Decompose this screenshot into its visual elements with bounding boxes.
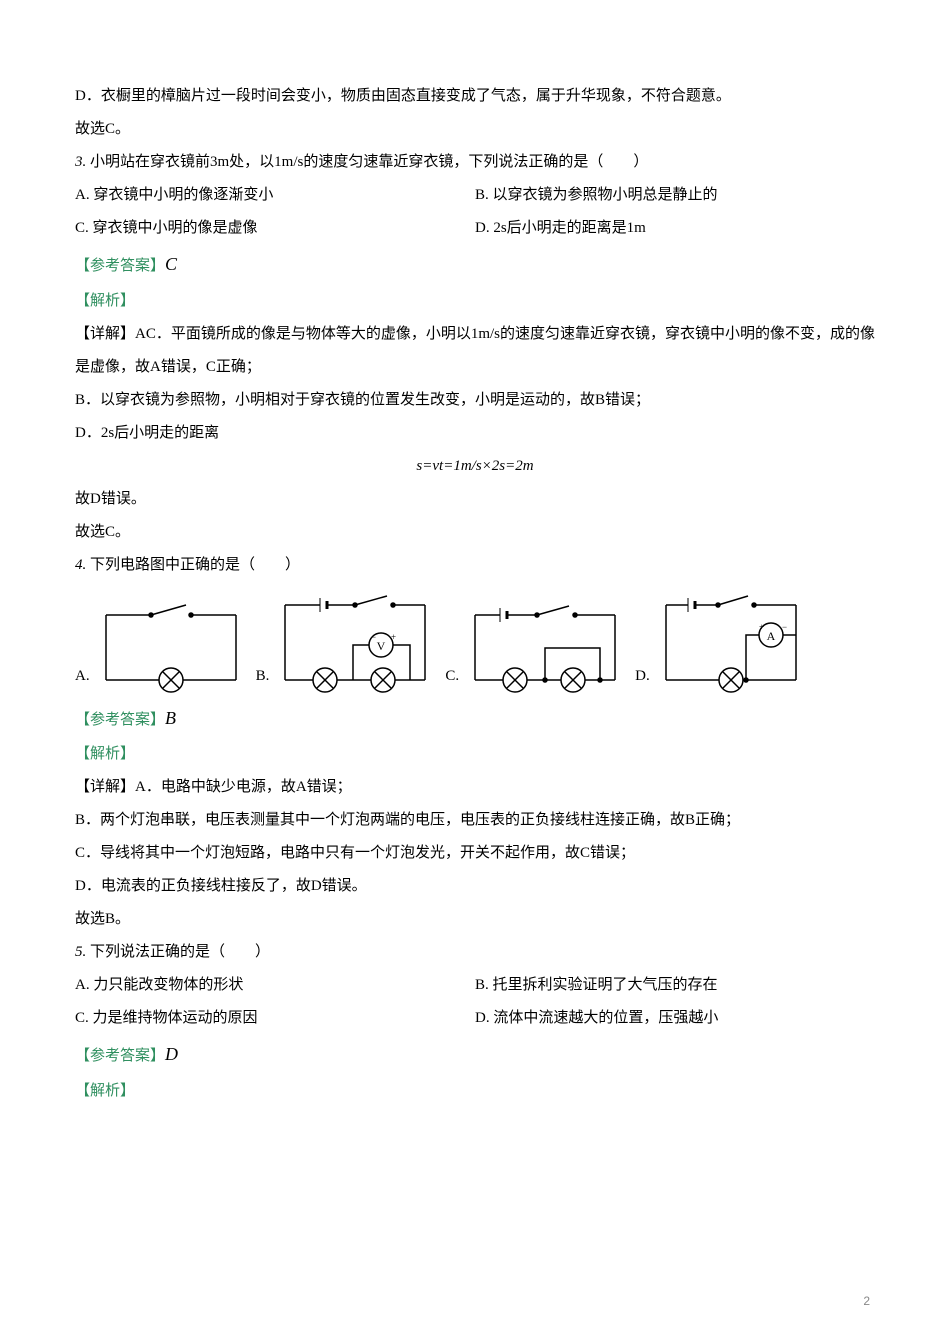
q3-detail1: 【详解】AC．平面镜所成的像是与物体等大的虚像，小明以1m/s的速度匀速靠近穿衣… xyxy=(75,318,875,384)
q5-answer-value: D xyxy=(165,1044,178,1064)
q2-option-d: D．衣橱里的樟脑片过一段时间会变小，物质由固态直接变成了气态，属于升华现象，不符… xyxy=(75,80,875,113)
q4-stem: 4. 下列电路图中正确的是（ ） xyxy=(75,549,875,582)
q4-circuits: A. xyxy=(75,590,875,695)
q4-stem-text: 下列电路图中正确的是（ ） xyxy=(90,557,300,573)
q3-option-c: C. 穿衣镜中小明的像是虚像 xyxy=(75,212,475,245)
circuit-d-icon: A + − xyxy=(656,590,806,695)
q3-conclusion: 故选C。 xyxy=(75,516,875,549)
q4-circuit-a: A. xyxy=(75,600,246,695)
q4-conclusion: 故选B。 xyxy=(75,903,875,936)
q4-number: 4. xyxy=(75,557,86,573)
q4-label-b: B. xyxy=(256,660,270,695)
q4-analysis-label: 【解析】 xyxy=(75,738,875,771)
q5-option-b: B. 托里拆利实验证明了大气压的存在 xyxy=(475,969,875,1002)
svg-text:A: A xyxy=(766,629,775,643)
q4-answer: 【参考答案】B xyxy=(75,699,875,739)
answer-label: 【参考答案】 xyxy=(75,258,165,274)
q4-label-c: C. xyxy=(445,660,459,695)
answer-label: 【参考答案】 xyxy=(75,712,165,728)
q3-stem-text: 小明站在穿衣镜前3m处，以1m/s的速度匀速靠近穿衣镜，下列说法正确的是（ ） xyxy=(90,154,648,170)
circuit-b-icon: V − + xyxy=(275,590,435,695)
q3-analysis-label: 【解析】 xyxy=(75,285,875,318)
q4-answer-value: B xyxy=(165,708,176,728)
q5-option-c: C. 力是维持物体运动的原因 xyxy=(75,1002,475,1035)
q2-conclusion: 故选C。 xyxy=(75,113,875,146)
q5-option-d: D. 流体中流速越大的位置，压强越小 xyxy=(475,1002,875,1035)
q4-d1: 【详解】A．电路中缺少电源，故A错误； xyxy=(75,771,875,804)
svg-text:V: V xyxy=(377,639,386,653)
q4-label-a: A. xyxy=(75,660,90,695)
q3-answer-value: C xyxy=(165,254,177,274)
q3-option-b: B. 以穿衣镜为参照物小明总是静止的 xyxy=(475,179,875,212)
q5-row1: A. 力只能改变物体的形状 B. 托里拆利实验证明了大气压的存在 xyxy=(75,969,875,1002)
svg-text:+: + xyxy=(391,632,396,642)
q3-detail4: 故D错误。 xyxy=(75,483,875,516)
circuit-c-icon xyxy=(465,600,625,695)
q5-stem-text: 下列说法正确的是（ ） xyxy=(90,944,270,960)
q3-option-a: A. 穿衣镜中小明的像逐渐变小 xyxy=(75,179,475,212)
q4-circuit-b: B. xyxy=(256,590,436,695)
q3-stem: 3. 小明站在穿衣镜前3m处，以1m/s的速度匀速靠近穿衣镜，下列说法正确的是（… xyxy=(75,146,875,179)
q3-detail3: D．2s后小明走的距离 xyxy=(75,417,875,450)
q5-option-a: A. 力只能改变物体的形状 xyxy=(75,969,475,1002)
q3-row2: C. 穿衣镜中小明的像是虚像 D. 2s后小明走的距离是1m xyxy=(75,212,875,245)
q4-d2: B．两个灯泡串联，电压表测量其中一个灯泡两端的电压，电压表的正负接线柱连接正确，… xyxy=(75,804,875,837)
page: D．衣橱里的樟脑片过一段时间会变小，物质由固态直接变成了气态，属于升华现象，不符… xyxy=(0,0,950,1344)
page-number: 2 xyxy=(863,1288,870,1314)
q3-option-d: D. 2s后小明走的距离是1m xyxy=(475,212,875,245)
q4-circuit-c: C. xyxy=(445,600,625,695)
q5-number: 5. xyxy=(75,944,86,960)
svg-text:+: + xyxy=(759,622,764,632)
svg-text:−: − xyxy=(782,622,787,632)
q4-circuit-d: D. A + − xyxy=(635,590,806,695)
q5-analysis-label: 【解析】 xyxy=(75,1075,875,1108)
q4-d3: C．导线将其中一个灯泡短路，电路中只有一个灯泡发光，开关不起作用，故C错误； xyxy=(75,837,875,870)
q3-formula: s=vt=1m/s×2s=2m xyxy=(75,450,875,483)
svg-text:−: − xyxy=(371,632,376,642)
q3-row1: A. 穿衣镜中小明的像逐渐变小 B. 以穿衣镜为参照物小明总是静止的 xyxy=(75,179,875,212)
answer-label: 【参考答案】 xyxy=(75,1048,165,1064)
q5-row2: C. 力是维持物体运动的原因 D. 流体中流速越大的位置，压强越小 xyxy=(75,1002,875,1035)
circuit-a-icon xyxy=(96,600,246,695)
q5-stem: 5. 下列说法正确的是（ ） xyxy=(75,936,875,969)
q4-d4: D．电流表的正负接线柱接反了，故D错误。 xyxy=(75,870,875,903)
q3-detail2: B．以穿衣镜为参照物，小明相对于穿衣镜的位置发生改变，小明是运动的，故B错误； xyxy=(75,384,875,417)
q5-answer: 【参考答案】D xyxy=(75,1035,875,1075)
q3-number: 3. xyxy=(75,154,86,170)
q3-answer: 【参考答案】C xyxy=(75,245,875,285)
q4-label-d: D. xyxy=(635,660,650,695)
